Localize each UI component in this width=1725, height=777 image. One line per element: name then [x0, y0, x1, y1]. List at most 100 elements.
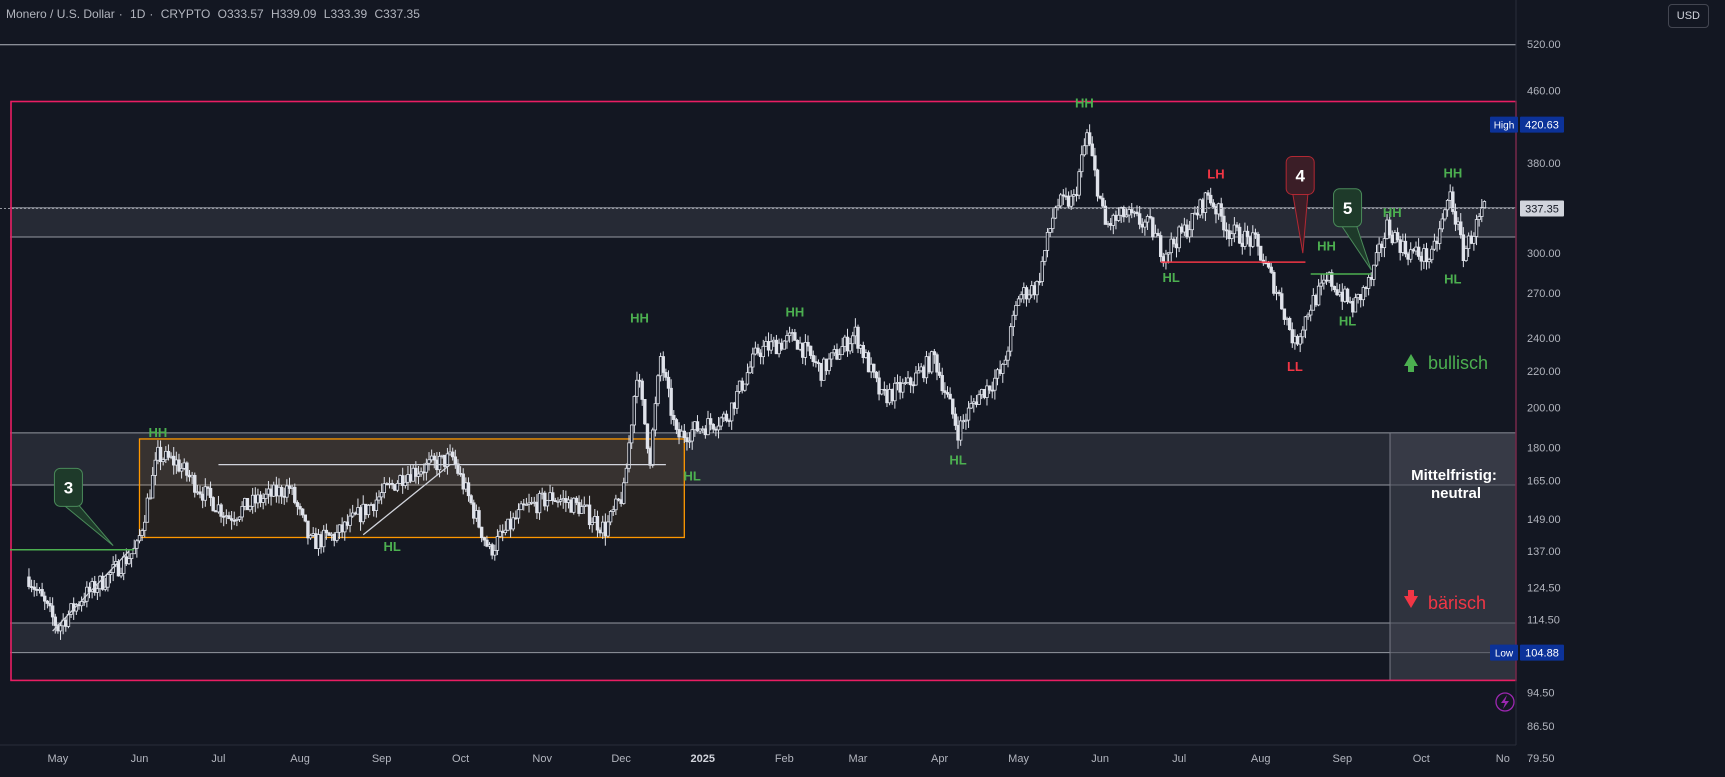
candle-body — [701, 428, 705, 431]
candle-body — [293, 486, 297, 503]
candle-body — [1245, 230, 1250, 238]
candle-body — [1056, 205, 1060, 209]
candle-body — [1151, 217, 1155, 238]
candle-body — [498, 530, 502, 538]
candle-body — [1024, 287, 1029, 300]
candle-body — [935, 354, 939, 373]
candle-body — [1153, 232, 1158, 238]
candle-body — [558, 499, 563, 502]
neutral-label-line1: Mittelfristig: — [1411, 467, 1497, 484]
candle-body — [677, 429, 681, 438]
y-tick-label: 200.00 — [1527, 402, 1561, 414]
candle-body — [1459, 221, 1463, 236]
callout-pointer — [59, 501, 114, 546]
candle-body — [1369, 277, 1373, 280]
candle-body — [1132, 211, 1137, 214]
candle-body — [1077, 171, 1081, 196]
y-tick-label: 220.00 — [1527, 366, 1561, 378]
candle-body — [1377, 243, 1381, 254]
pivot-label-hh: HH — [149, 425, 168, 440]
zone-band — [10, 622, 1516, 653]
candle-body — [1448, 191, 1452, 201]
callout-number: 5 — [1343, 199, 1352, 218]
candle-body — [416, 473, 421, 477]
candle-body — [519, 503, 523, 511]
candle-body — [1193, 212, 1197, 215]
candle-body — [243, 498, 247, 507]
candle-body — [1053, 207, 1058, 219]
candle-body — [324, 529, 329, 534]
candle-body — [787, 332, 792, 337]
candle-body — [203, 486, 207, 501]
candle-body — [1072, 194, 1076, 197]
candle-body — [1322, 279, 1326, 284]
candle-body — [656, 375, 660, 405]
candle-body — [53, 616, 57, 626]
candle-body — [485, 539, 489, 547]
arrow-up-icon — [1404, 354, 1418, 372]
candle-body — [1027, 294, 1031, 300]
candle-body — [1411, 249, 1416, 252]
candle-body — [658, 356, 663, 377]
candle-body — [227, 515, 231, 519]
candle-body — [132, 547, 136, 555]
candle-body — [1269, 266, 1273, 273]
price-badge-value: 420.63 — [1525, 120, 1559, 132]
candle-body — [1414, 246, 1418, 252]
candle-body — [914, 372, 918, 386]
y-tick-label: 137.00 — [1527, 546, 1561, 558]
candle-body — [1019, 294, 1023, 300]
candle-body — [1108, 223, 1113, 226]
candle-body — [1198, 199, 1202, 216]
candle-body — [1248, 236, 1252, 247]
candle-body — [314, 533, 318, 550]
candle-body — [703, 428, 708, 436]
candle-body — [1272, 272, 1276, 294]
currency-button[interactable]: USD — [1667, 4, 1709, 28]
pivot-label-hh: HH — [1317, 239, 1336, 254]
bullish-label: bullisch — [1428, 353, 1488, 373]
candle-body — [266, 488, 271, 495]
candle-body — [1324, 279, 1329, 282]
candle-body — [461, 473, 465, 490]
drawings — [0, 208, 1516, 632]
candle-body — [1340, 291, 1344, 302]
candle-body — [1148, 216, 1152, 219]
candle-body — [329, 533, 334, 536]
candle-body — [574, 497, 579, 503]
symbol-name[interactable]: Monero / U.S. Dollar — [6, 7, 115, 21]
price-badge-value: 104.88 — [1525, 648, 1559, 660]
candle-body — [358, 507, 363, 523]
candle-body — [353, 512, 358, 515]
candle-body — [1406, 253, 1410, 260]
candle-body — [940, 375, 944, 392]
candle-body — [516, 509, 521, 519]
support-resistance-zones — [10, 207, 1516, 654]
candle-body — [1361, 287, 1366, 301]
candle-body — [1256, 233, 1260, 247]
interval-label[interactable]: 1D — [130, 7, 146, 21]
candle-body — [164, 450, 168, 461]
candle-body — [282, 495, 286, 498]
candle-body — [1093, 155, 1097, 171]
candle-body — [1403, 240, 1408, 255]
candle-body — [624, 467, 629, 484]
candle-body — [222, 515, 226, 518]
candle-body — [482, 537, 486, 541]
candle-body — [569, 499, 573, 513]
candle-body — [579, 506, 584, 514]
candle-body — [885, 389, 889, 404]
candle-body — [1332, 285, 1337, 290]
x-tick-label: 2025 — [690, 753, 714, 765]
x-tick-label: Mar — [849, 753, 868, 765]
candle-body — [1461, 234, 1466, 261]
candle-body — [1032, 285, 1037, 296]
candle-body — [343, 521, 347, 533]
candle-body — [27, 576, 31, 587]
candle-body — [153, 459, 157, 476]
candle-body — [832, 349, 837, 354]
candle-body — [948, 393, 952, 400]
candle-body — [595, 516, 600, 531]
